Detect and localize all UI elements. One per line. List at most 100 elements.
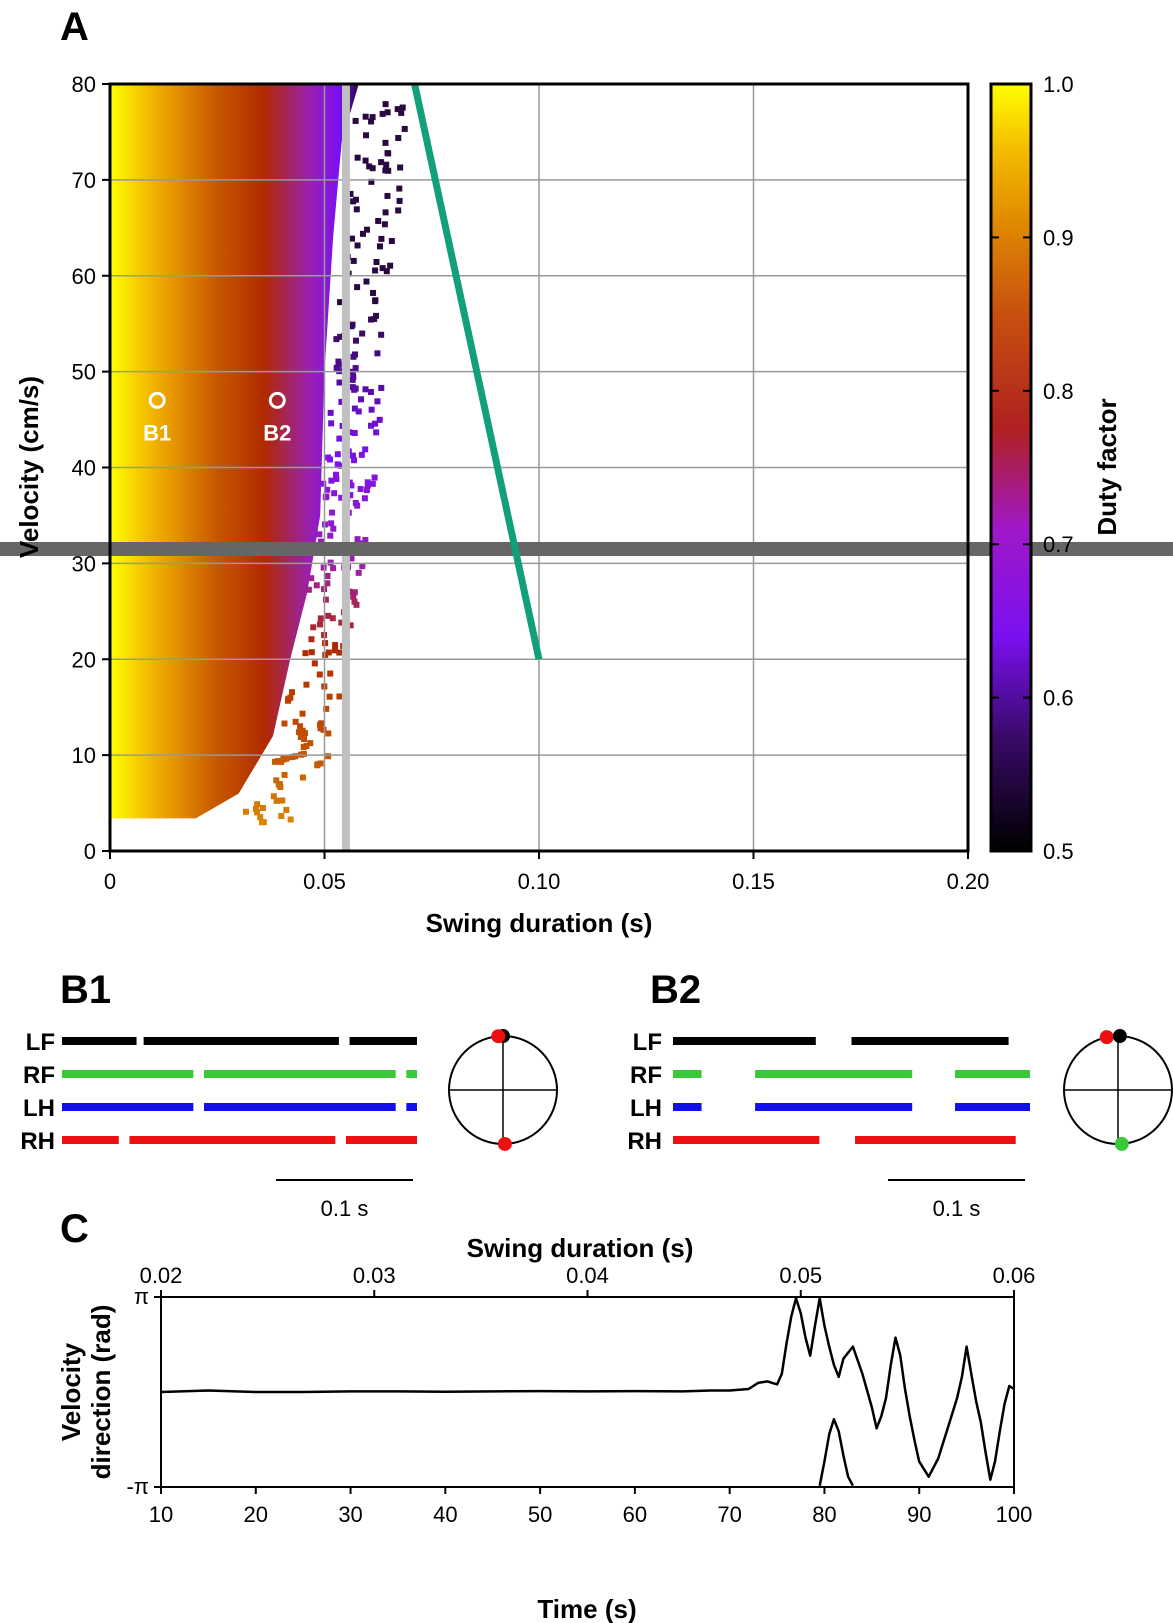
scatter-point xyxy=(299,727,306,734)
y-tick-label: 0 xyxy=(84,839,96,864)
scatter-point xyxy=(320,480,327,487)
scatter-point xyxy=(338,619,345,626)
scatter-point xyxy=(336,435,343,442)
scatter-point xyxy=(368,422,375,429)
scatter-point xyxy=(328,420,335,427)
top-x-tick-label-c: 0.05 xyxy=(779,1263,822,1288)
scatter-point xyxy=(317,721,324,728)
colorbar-tick-label: 0.9 xyxy=(1043,225,1074,250)
scatter-point xyxy=(317,725,324,732)
scatter-point xyxy=(362,113,369,120)
scatter-point xyxy=(333,471,340,478)
scatter-point xyxy=(327,409,334,416)
scatter-point xyxy=(303,681,310,688)
scatter-point xyxy=(292,753,299,760)
phase-dot-rh xyxy=(491,1029,506,1044)
scatter-point xyxy=(333,476,340,483)
scatter-point xyxy=(270,793,277,800)
gait-marker-label: B2 xyxy=(263,420,291,445)
scatter-point xyxy=(308,636,315,643)
scatter-point xyxy=(254,809,261,816)
heatmap-fill xyxy=(110,84,359,819)
scatter-point xyxy=(326,693,333,700)
x-ticks-a: 0 0.05 0.10 0.15 0.20 xyxy=(104,851,989,894)
scatter-point xyxy=(362,157,369,164)
colorbar-ticks: 0.5 0.6 0.7 0.8 0.9 1.0 xyxy=(991,72,1074,864)
scatter-point xyxy=(336,693,343,700)
scatter-point xyxy=(347,622,354,629)
scatter-point xyxy=(382,101,389,108)
x-tick-label-c: 80 xyxy=(812,1502,836,1527)
scatter-point xyxy=(381,221,388,228)
scatter-point xyxy=(322,596,329,603)
panel-b1-letter: B1 xyxy=(60,968,111,1012)
scatter-point xyxy=(395,207,402,214)
scatter-point xyxy=(363,487,370,494)
scatter-point xyxy=(305,586,312,593)
scatter-point xyxy=(368,406,375,413)
panel-c-letter: C xyxy=(60,1207,89,1251)
scatter-point xyxy=(273,777,280,784)
scatter-point xyxy=(330,565,337,572)
scatter-point xyxy=(277,797,284,804)
scatter-point xyxy=(320,564,327,571)
scatter-point xyxy=(366,163,373,170)
scatter-point xyxy=(325,612,332,619)
scatter-point xyxy=(335,361,342,368)
scatter-point xyxy=(280,754,287,761)
x-tick-label-c: 40 xyxy=(433,1502,457,1527)
panel-b2-letter: B2 xyxy=(650,968,701,1012)
scatter-point xyxy=(333,336,340,343)
y-axis-title-a: Velocity (cm/s) xyxy=(14,376,44,558)
scatter-point xyxy=(362,386,369,393)
scatter-point xyxy=(313,582,320,589)
limb-label-lh: LH xyxy=(23,1095,55,1122)
limb-label-rf: RF xyxy=(630,1062,662,1089)
scatter-point xyxy=(396,185,403,192)
gait-marker-b2 xyxy=(268,391,286,409)
limb-label-lh: LH xyxy=(630,1095,662,1122)
scatter-point xyxy=(328,477,335,484)
scatter-point xyxy=(329,509,336,516)
scatter-point xyxy=(337,333,344,340)
scatter-point xyxy=(258,819,265,826)
scatter-point xyxy=(378,384,385,391)
y-tick-label-c: π xyxy=(134,1284,149,1309)
scatter-point xyxy=(281,720,288,727)
panel-a-letter: A xyxy=(60,5,89,49)
scatter-point xyxy=(357,485,364,492)
scatter-point xyxy=(287,816,294,823)
scatter-point xyxy=(374,350,381,357)
scatter-point xyxy=(308,649,315,656)
velocity-direction-plot: Swing duration (s) 10 20 30 40 50 60 70 80 90 100… xyxy=(56,1233,1035,1623)
scatter-point xyxy=(325,753,332,760)
line-series-c xyxy=(161,1297,1014,1487)
scatter-point xyxy=(368,178,375,185)
scatter-point xyxy=(292,718,299,725)
velocity-direction-series-1 xyxy=(161,1297,1014,1481)
scatter-point xyxy=(396,197,403,204)
scatter-point xyxy=(359,563,366,570)
scatter-point xyxy=(332,647,339,654)
colorbar-tick-label: 1.0 xyxy=(1043,72,1074,97)
scatter-point xyxy=(283,755,290,762)
top-x-tick-label-c: 0.06 xyxy=(993,1263,1036,1288)
y-tick-label: 20 xyxy=(72,647,96,672)
scatter-point xyxy=(333,364,340,371)
scatter-point xyxy=(398,109,405,116)
scatter-point xyxy=(317,615,324,622)
scatter-point xyxy=(337,462,344,469)
x-tick-label-c: 20 xyxy=(244,1502,268,1527)
scatter-point xyxy=(372,420,379,427)
scatter-point xyxy=(376,416,383,423)
scatter-point xyxy=(364,479,371,486)
scatter-point xyxy=(327,670,334,677)
scatter-point xyxy=(350,198,357,205)
scatter-point xyxy=(351,598,358,605)
scatter-point xyxy=(363,278,370,285)
scatter-point xyxy=(316,671,323,678)
scatter-point xyxy=(362,446,369,453)
scatter-point xyxy=(327,532,334,539)
scatter-point xyxy=(274,758,281,765)
